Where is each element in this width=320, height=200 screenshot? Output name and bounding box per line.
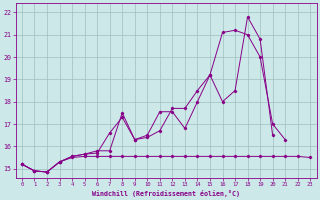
X-axis label: Windchill (Refroidissement éolien,°C): Windchill (Refroidissement éolien,°C) — [92, 190, 240, 197]
